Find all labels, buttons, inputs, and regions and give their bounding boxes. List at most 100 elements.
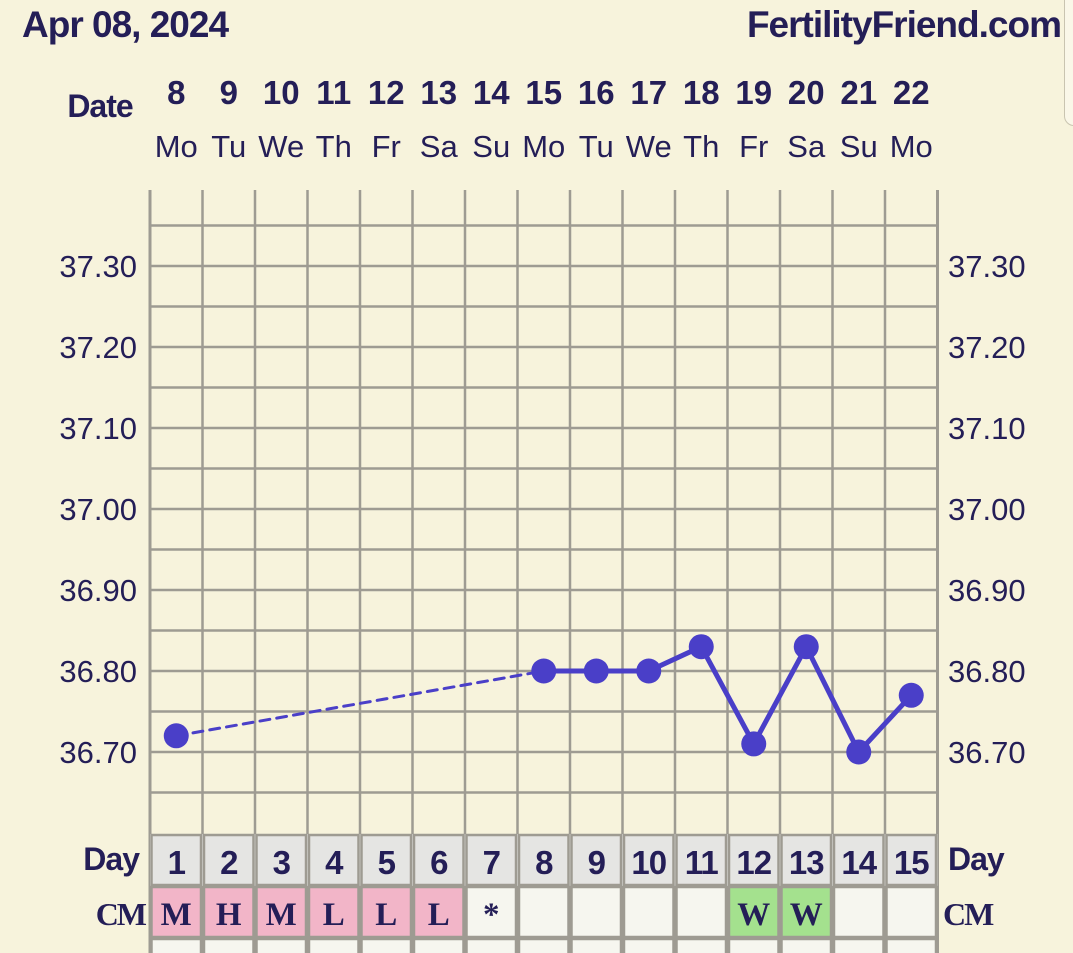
weekday-tick: Su [472,129,510,164]
date-tick: 13 [420,74,457,111]
cm-cell [412,885,465,939]
weekday-tick: Fr [739,129,768,164]
day-cell [885,833,938,887]
temperature-point [846,739,872,765]
day-number: 14 [841,844,877,881]
cm-cell [675,885,728,939]
y-tick-left: 37.10 [59,411,137,446]
day-label-right: Day [948,841,1005,877]
day-cell [465,833,518,887]
day-cell [780,833,833,887]
y-tick-right: 36.90 [948,573,1026,608]
temperature-point [583,658,609,684]
date-tick: 21 [840,74,877,111]
cm-value: L [428,897,450,933]
cm-cell [570,885,623,939]
cm-value: W [790,897,823,933]
cm-label-left: CM [96,896,147,932]
cm-value: H [216,897,242,933]
site-name: FertilityFriend.com [746,4,1062,45]
cm-cell [622,885,675,939]
weekday-tick: Mo [155,129,198,164]
y-tick-left: 36.80 [59,654,137,689]
day-cell [150,833,203,887]
y-tick-left: 36.90 [59,573,137,608]
y-tick-right: 37.10 [948,411,1026,446]
next-row-cell [465,937,518,953]
temperature-line [856,692,914,755]
day-number: 5 [378,844,396,881]
day-number: 13 [789,844,824,881]
weekday-tick: Tu [579,129,614,164]
weekday-tick: Tu [211,129,246,164]
day-number: 7 [483,844,500,881]
day-number: 12 [736,844,771,881]
y-tick-right: 36.80 [948,654,1026,689]
temperature-point [898,682,924,708]
cm-cell [465,885,518,939]
day-cell [675,833,728,887]
cm-cell [255,885,308,939]
day-cell [202,833,255,887]
date-tick: 8 [167,74,185,111]
temperature-point [636,658,662,684]
weekday-tick: Mo [522,129,565,164]
next-row-cell [150,937,203,953]
cm-cell [727,885,780,939]
day-number: 10 [631,844,666,881]
day-cell [570,833,623,887]
day-cell [622,833,675,887]
temperature-point [531,658,557,684]
day-number: 6 [430,844,448,881]
next-row-cell [517,937,570,953]
cm-cell [885,885,938,939]
date-tick: 9 [220,74,238,111]
next-row-cell [307,937,360,953]
cm-value: W [737,897,770,933]
cm-cell [202,885,255,939]
day-cell [832,833,885,887]
cm-cell [150,885,203,939]
date-tick: 11 [316,74,351,111]
temperature-point [793,634,819,660]
date-tick: 16 [578,74,615,111]
temperature-point [741,731,767,757]
day-number: 1 [168,844,186,881]
y-tick-left: 36.70 [59,735,137,770]
next-row-cell [780,937,833,953]
day-number: 15 [894,844,929,881]
temperature-line [751,644,809,747]
next-row-cell [570,937,623,953]
weekday-tick: Th [683,129,719,164]
weekday-tick: Su [840,129,878,164]
y-tick-right: 37.00 [948,492,1026,527]
next-row-cell [832,937,885,953]
date-tick: 14 [473,74,510,111]
cm-cell [780,885,833,939]
day-number: 11 [685,844,719,881]
temperature-line-dashed [174,669,546,738]
date-tick: 17 [630,74,667,111]
y-tick-left: 37.30 [59,249,137,284]
cm-value: * [483,897,500,933]
day-number: 8 [535,844,553,881]
date-label: Date [67,88,133,124]
day-cell [307,833,360,887]
day-number: 2 [220,844,238,881]
day-cell [412,833,465,887]
date-tick: 20 [788,74,825,111]
chart-date-title: Apr 08, 2024 [22,4,229,45]
cm-label-right: CM [943,896,994,932]
date-tick: 15 [525,74,562,111]
next-row-cell [622,937,675,953]
date-tick: 22 [893,74,930,111]
cm-value: M [266,897,297,933]
next-row-cell [412,937,465,953]
day-number: 4 [325,844,344,881]
temperature-point [688,634,714,660]
plot-area [150,190,938,833]
y-tick-right: 36.70 [948,735,1026,770]
temperature-point [163,723,189,749]
next-row-cell [727,937,780,953]
